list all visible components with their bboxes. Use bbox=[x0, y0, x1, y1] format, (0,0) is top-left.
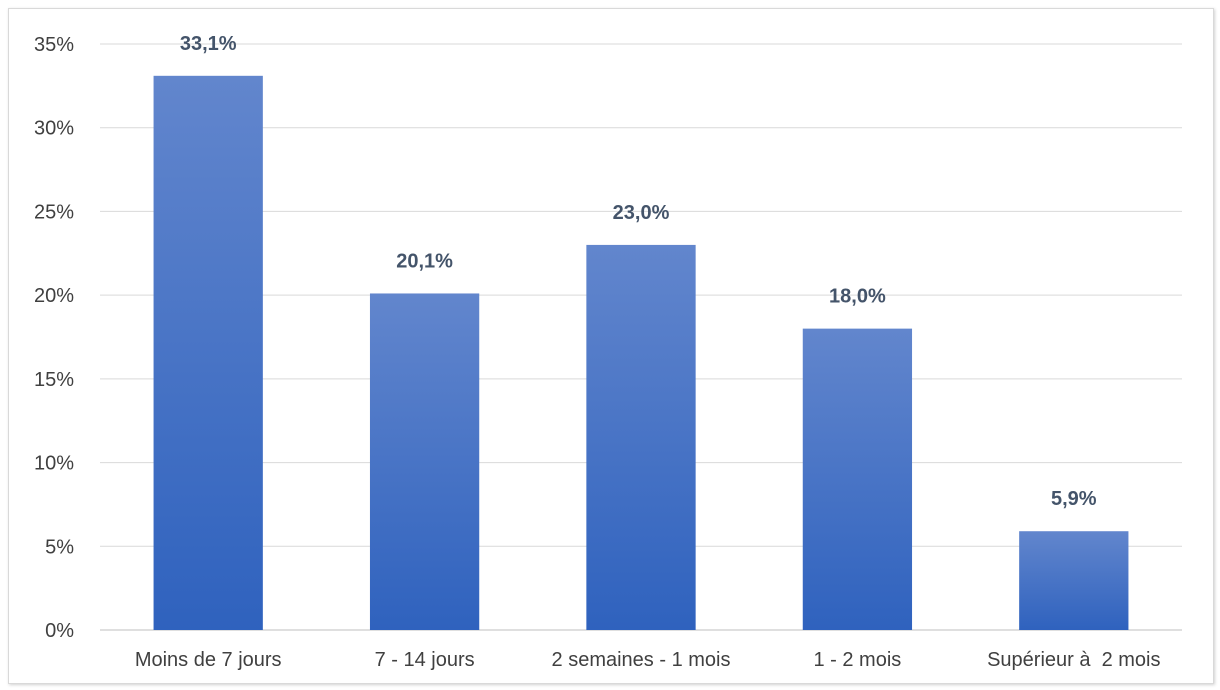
category-label: 2 semaines - 1 mois bbox=[552, 649, 731, 671]
bar bbox=[153, 75, 263, 631]
bar bbox=[586, 244, 696, 630]
y-tick-label: 35% bbox=[34, 34, 74, 56]
bars bbox=[153, 75, 1129, 631]
data-label: 18,0% bbox=[829, 286, 886, 308]
y-tick-label: 15% bbox=[34, 369, 74, 391]
y-tick-label: 5% bbox=[45, 536, 74, 558]
y-tick-label: 0% bbox=[45, 620, 74, 642]
data-label: 23,0% bbox=[613, 202, 670, 224]
category-label: Supérieur à 2 mois bbox=[987, 649, 1160, 671]
data-label: 20,1% bbox=[396, 250, 453, 272]
y-axis-ticks: 0% 5% 10% 15% 20% 25% 30% 35% bbox=[34, 34, 74, 642]
data-labels: 33,1% 20,1% 23,0% 18,0% 5,9% bbox=[180, 33, 1097, 510]
y-tick-label: 25% bbox=[34, 201, 74, 223]
y-tick-label: 30% bbox=[34, 118, 74, 140]
y-tick-label: 20% bbox=[34, 285, 74, 307]
bar bbox=[369, 293, 480, 630]
bar bbox=[802, 328, 913, 630]
category-labels: Moins de 7 jours 7 - 14 jours 2 semaines -… bbox=[135, 649, 1161, 671]
bar bbox=[1019, 531, 1129, 630]
data-label: 5,9% bbox=[1051, 488, 1097, 510]
data-label: 33,1% bbox=[180, 33, 237, 55]
category-label: Moins de 7 jours bbox=[135, 649, 282, 671]
category-label: 1 - 2 mois bbox=[813, 649, 901, 671]
y-tick-label: 10% bbox=[34, 453, 74, 475]
category-label: 7 - 14 jours bbox=[375, 649, 475, 671]
